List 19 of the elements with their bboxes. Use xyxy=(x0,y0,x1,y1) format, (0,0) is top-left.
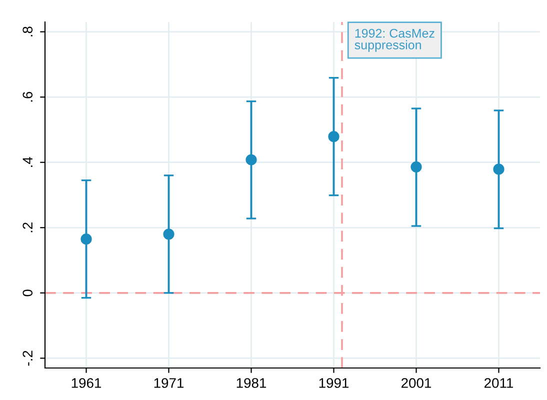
ref-line-label: 1992: CasMez suppression xyxy=(354,28,434,52)
y-tick-label: -.2 xyxy=(22,350,32,366)
point xyxy=(80,234,92,245)
x-tick-label: 2011 xyxy=(484,378,514,388)
x-tick-label: 2001 xyxy=(402,378,432,388)
x-tick-label: 1991 xyxy=(319,378,349,388)
y-tick-label: .2 xyxy=(22,222,32,232)
point xyxy=(246,154,257,166)
x-tick-label: 1981 xyxy=(236,378,266,388)
x-tick-label: 1961 xyxy=(72,378,102,388)
y-tick-label: .8 xyxy=(22,26,33,36)
point xyxy=(410,161,422,172)
y-tick-label: .6 xyxy=(22,92,33,102)
x-tick-label: 1971 xyxy=(154,378,184,388)
point xyxy=(328,131,340,142)
point xyxy=(163,228,174,240)
y-tick-label: 0 xyxy=(22,290,33,296)
y-tick-label: .4 xyxy=(22,156,32,167)
point xyxy=(493,164,504,175)
